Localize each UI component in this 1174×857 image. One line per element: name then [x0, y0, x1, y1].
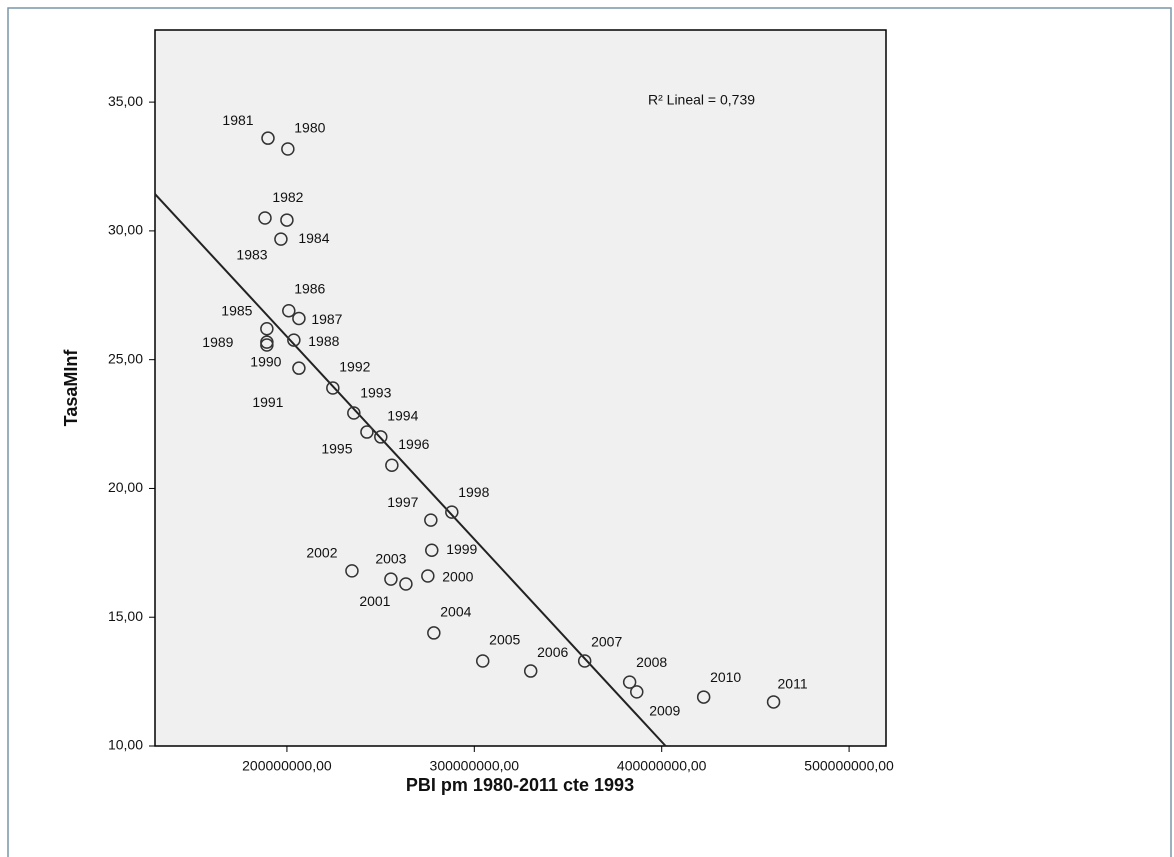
point — [475, 654, 490, 668]
point — [399, 577, 413, 591]
x-tick-label: 200000000,00 — [242, 758, 332, 774]
point-label: 1994 — [387, 408, 418, 424]
y-tick-label: 10,00 — [108, 737, 143, 753]
point-label: 1993 — [360, 385, 391, 401]
y-tick-label: 15,00 — [108, 608, 143, 624]
point — [258, 211, 272, 225]
point-label: 1983 — [236, 247, 267, 263]
point — [374, 430, 388, 444]
point-label: 1995 — [321, 441, 352, 457]
point — [427, 626, 441, 640]
fit-line — [154, 193, 667, 747]
x-tick-label: 500000000,00 — [804, 758, 894, 774]
point — [523, 664, 538, 678]
point — [261, 131, 275, 145]
point-label: 1991 — [252, 394, 283, 410]
point — [282, 303, 296, 318]
point-label: 2005 — [489, 632, 520, 648]
point — [360, 425, 374, 439]
x-tick-label: 400000000,00 — [617, 758, 707, 774]
y-tick-label: 35,00 — [108, 93, 143, 109]
point — [345, 564, 359, 578]
point-label: 2009 — [649, 703, 680, 719]
point-label: 1987 — [311, 311, 342, 327]
point-label: 2008 — [636, 654, 667, 670]
point-label: 2007 — [591, 634, 622, 650]
frame — [7, 7, 1172, 857]
point — [577, 654, 592, 668]
point-label: 1997 — [387, 494, 418, 510]
point — [326, 381, 340, 395]
x-axis-title: PBI pm 1980-2011 cte 1993 — [406, 775, 634, 795]
point-label: 1990 — [250, 354, 281, 370]
point-label: 1998 — [458, 484, 489, 500]
point-label: 1985 — [221, 302, 252, 318]
x-tick-label: 300000000,00 — [430, 758, 520, 774]
point-label: 1984 — [298, 230, 329, 246]
point — [424, 513, 438, 527]
point-label: 1981 — [222, 112, 253, 128]
plot-area — [154, 29, 887, 747]
point-label: 1999 — [446, 541, 477, 557]
point-label: 2001 — [359, 593, 390, 609]
point — [622, 675, 637, 689]
point-label: 1996 — [398, 436, 429, 452]
point-label: 2010 — [710, 669, 741, 685]
y-axis-title: TasaMInf — [61, 349, 81, 427]
point — [281, 142, 295, 156]
point-label: 2011 — [778, 676, 808, 692]
point — [347, 406, 361, 420]
point — [274, 232, 288, 246]
point-label: 2000 — [442, 569, 473, 585]
point — [385, 458, 399, 473]
point-label: 2004 — [440, 604, 471, 620]
point — [384, 572, 398, 586]
point — [766, 695, 781, 709]
point-label: 2003 — [375, 551, 406, 567]
point — [696, 690, 711, 704]
point-label: 1980 — [294, 120, 325, 136]
point — [292, 311, 306, 326]
point — [445, 505, 459, 519]
point — [425, 543, 439, 558]
y-tick-label: 30,00 — [108, 222, 143, 238]
point — [630, 685, 644, 699]
annotation: R² Lineal = 0,739 — [648, 92, 755, 108]
point — [292, 361, 306, 375]
point-label: 2006 — [537, 644, 568, 660]
point — [260, 338, 274, 352]
point — [287, 333, 301, 347]
point — [280, 213, 294, 227]
point-label: 1988 — [308, 333, 339, 349]
point-label: 1992 — [339, 359, 370, 375]
point — [260, 322, 274, 336]
point-label: 1989 — [202, 334, 233, 350]
point-label: 1986 — [294, 280, 325, 296]
y-tick-label: 25,00 — [108, 350, 143, 366]
point — [421, 569, 435, 583]
point-label: 2002 — [306, 545, 337, 561]
y-tick-label: 20,00 — [108, 479, 143, 495]
point-label: 1982 — [272, 189, 303, 205]
